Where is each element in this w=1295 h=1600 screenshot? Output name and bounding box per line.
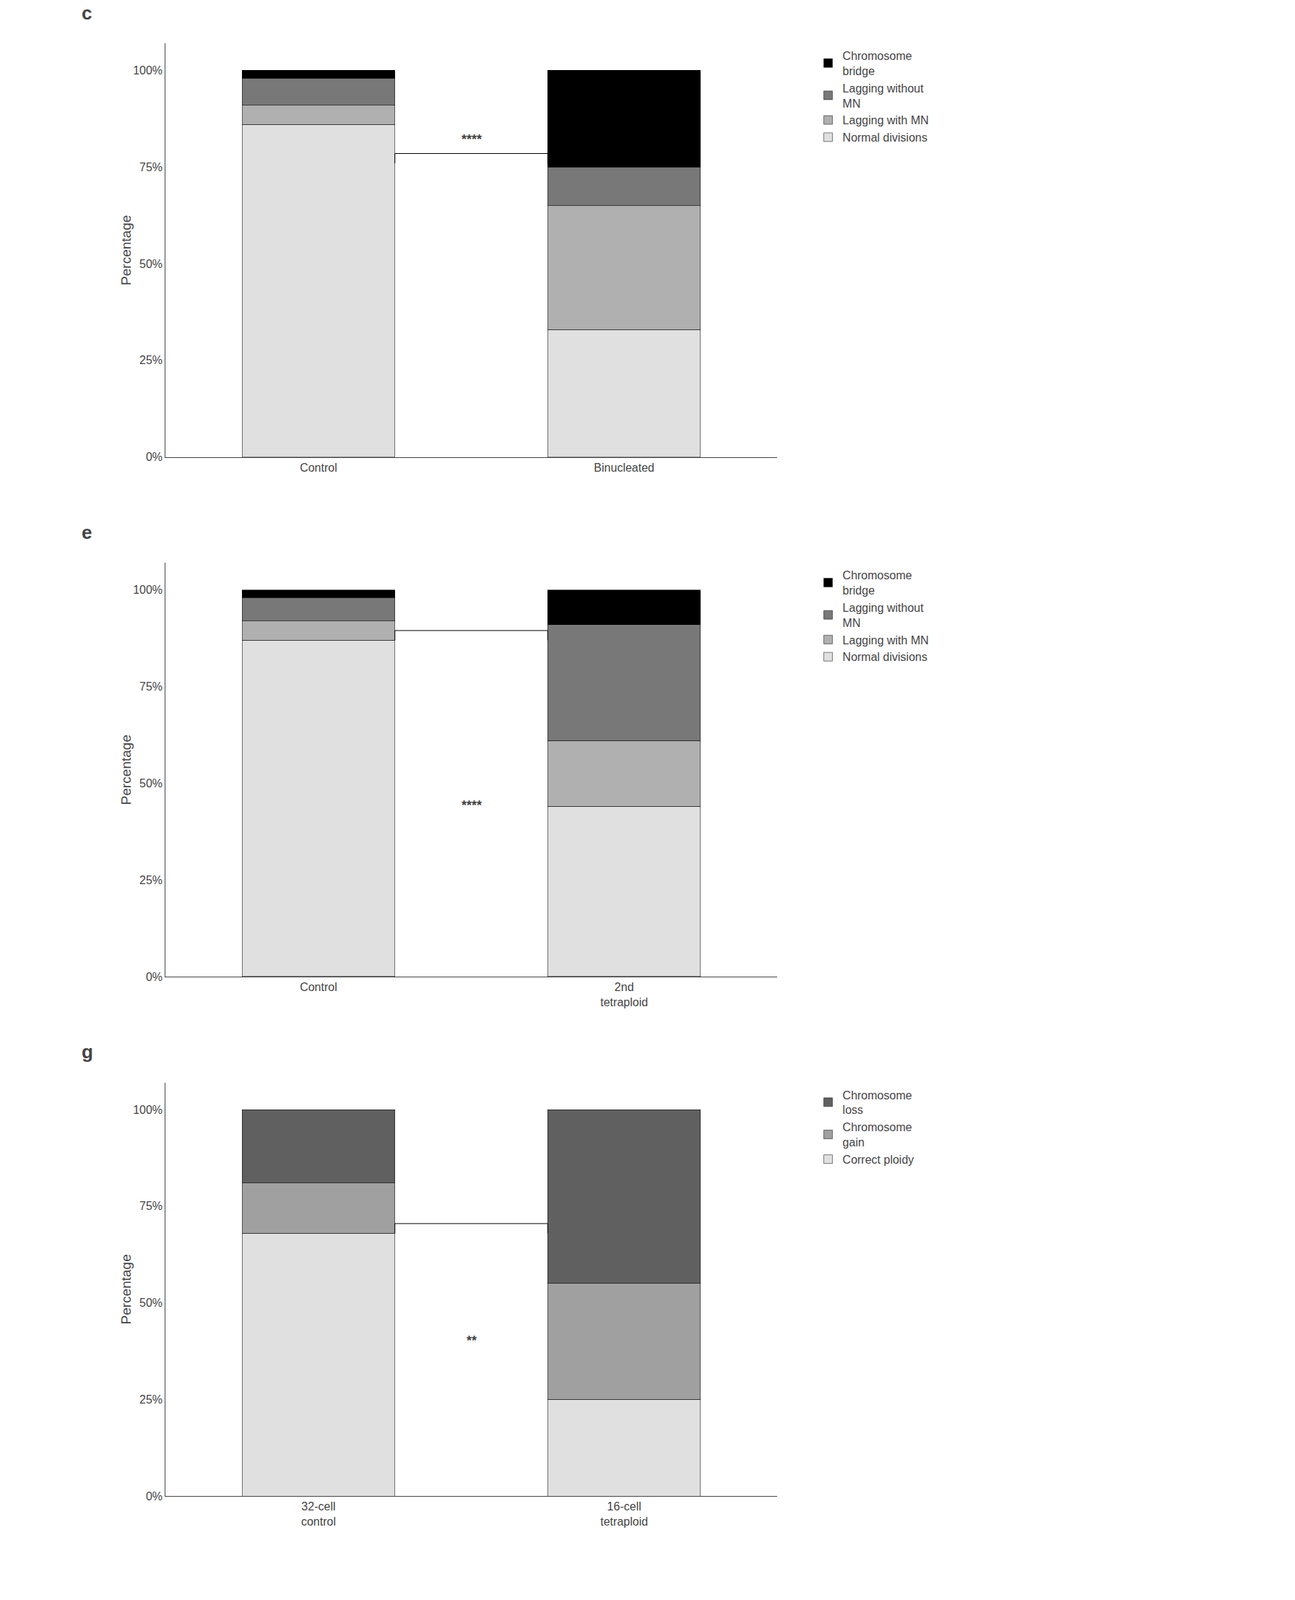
svg-text:**: ** bbox=[466, 1333, 477, 1348]
svg-text:****: **** bbox=[461, 132, 482, 147]
svg-text:2ndtetraploid: 2ndtetraploid bbox=[600, 980, 648, 1009]
svg-text:Lagging with MN: Lagging with MN bbox=[842, 114, 929, 127]
svg-text:Normal divisions: Normal divisions bbox=[842, 131, 928, 144]
svg-text:Lagging with MN: Lagging with MN bbox=[842, 634, 929, 647]
svg-text:Correct ploidy: Correct ploidy bbox=[842, 1153, 915, 1166]
svg-text:50%: 50% bbox=[139, 1296, 163, 1309]
svg-text:Chromosomeloss: Chromosomeloss bbox=[842, 1089, 913, 1117]
svg-text:50%: 50% bbox=[139, 257, 163, 271]
svg-text:100%: 100% bbox=[132, 1103, 163, 1116]
svg-text:0%: 0% bbox=[145, 1490, 163, 1503]
svg-text:Percentage: Percentage bbox=[118, 215, 134, 286]
svg-text:32-cellcontrol: 32-cellcontrol bbox=[301, 1500, 336, 1528]
svg-text:Chromosomebridge: Chromosomebridge bbox=[842, 49, 913, 78]
svg-text:0%: 0% bbox=[145, 450, 163, 463]
svg-text:25%: 25% bbox=[139, 353, 163, 367]
svg-text:Percentage: Percentage bbox=[118, 1253, 134, 1324]
svg-text:0%: 0% bbox=[145, 970, 163, 983]
svg-text:c: c bbox=[81, 2, 92, 24]
svg-text:Normal divisions: Normal divisions bbox=[842, 650, 928, 664]
svg-text:Lagging withoutMN: Lagging withoutMN bbox=[842, 82, 925, 110]
svg-text:e: e bbox=[81, 521, 92, 544]
svg-text:Chromosomegain: Chromosomegain bbox=[842, 1120, 913, 1149]
svg-text:Chromosomebridge: Chromosomebridge bbox=[842, 569, 913, 597]
svg-text:Control: Control bbox=[299, 461, 338, 474]
svg-text:16-celltetraploid: 16-celltetraploid bbox=[600, 1500, 648, 1528]
svg-text:Lagging withoutMN: Lagging withoutMN bbox=[842, 601, 925, 630]
svg-text:****: **** bbox=[461, 798, 482, 813]
svg-text:75%: 75% bbox=[139, 680, 163, 693]
svg-text:g: g bbox=[81, 1040, 94, 1063]
svg-text:25%: 25% bbox=[139, 873, 163, 887]
svg-text:Control: Control bbox=[299, 980, 338, 994]
svg-text:25%: 25% bbox=[139, 1393, 163, 1406]
svg-text:100%: 100% bbox=[132, 583, 163, 596]
svg-text:100%: 100% bbox=[132, 64, 163, 77]
svg-text:Binucleated: Binucleated bbox=[593, 461, 655, 474]
svg-text:50%: 50% bbox=[139, 777, 163, 790]
svg-text:75%: 75% bbox=[139, 1199, 163, 1212]
svg-text:Percentage: Percentage bbox=[118, 734, 134, 805]
svg-text:75%: 75% bbox=[139, 161, 163, 174]
